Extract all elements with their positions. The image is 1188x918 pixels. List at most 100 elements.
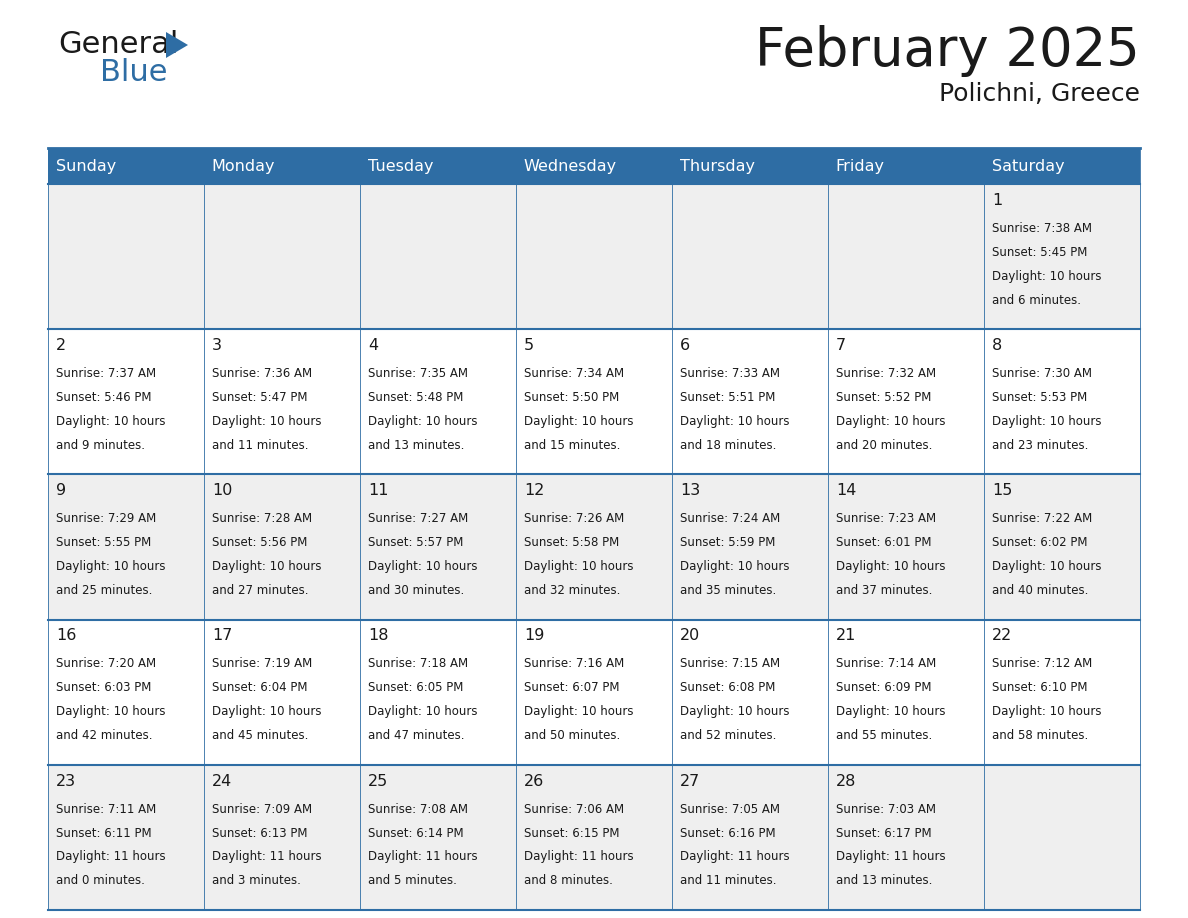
Bar xyxy=(672,620,828,765)
Text: 6: 6 xyxy=(680,338,690,353)
Bar xyxy=(516,148,672,184)
Text: Sunrise: 7:38 AM: Sunrise: 7:38 AM xyxy=(992,222,1092,235)
Bar xyxy=(360,148,516,184)
Bar xyxy=(828,620,984,765)
Text: 18: 18 xyxy=(368,628,388,644)
Text: Daylight: 10 hours: Daylight: 10 hours xyxy=(524,415,633,428)
Text: Sunrise: 7:37 AM: Sunrise: 7:37 AM xyxy=(56,367,156,380)
Text: 22: 22 xyxy=(992,628,1012,644)
Bar xyxy=(360,620,516,765)
Text: Sunset: 6:09 PM: Sunset: 6:09 PM xyxy=(836,681,931,694)
Text: and 9 minutes.: and 9 minutes. xyxy=(56,439,145,452)
Text: Sunset: 6:08 PM: Sunset: 6:08 PM xyxy=(680,681,776,694)
Text: Sunset: 5:59 PM: Sunset: 5:59 PM xyxy=(680,536,776,549)
Text: 23: 23 xyxy=(56,774,76,789)
Bar xyxy=(48,184,204,330)
Bar xyxy=(516,620,672,765)
Text: Sunrise: 7:23 AM: Sunrise: 7:23 AM xyxy=(836,512,936,525)
Text: Sunset: 5:55 PM: Sunset: 5:55 PM xyxy=(56,536,151,549)
Text: Sunset: 6:05 PM: Sunset: 6:05 PM xyxy=(368,681,463,694)
Text: Sunset: 6:10 PM: Sunset: 6:10 PM xyxy=(992,681,1087,694)
Bar xyxy=(828,148,984,184)
Bar xyxy=(984,184,1140,330)
Bar xyxy=(48,330,204,475)
Text: and 6 minutes.: and 6 minutes. xyxy=(992,294,1081,307)
Text: Sunrise: 7:27 AM: Sunrise: 7:27 AM xyxy=(368,512,468,525)
Text: and 18 minutes.: and 18 minutes. xyxy=(680,439,776,452)
Text: 27: 27 xyxy=(680,774,700,789)
Text: Blue: Blue xyxy=(100,58,168,87)
Text: Sunrise: 7:11 AM: Sunrise: 7:11 AM xyxy=(56,802,156,815)
Text: and 30 minutes.: and 30 minutes. xyxy=(368,584,465,597)
Text: Daylight: 10 hours: Daylight: 10 hours xyxy=(680,705,789,718)
Text: Daylight: 10 hours: Daylight: 10 hours xyxy=(211,415,321,428)
Text: Sunrise: 7:34 AM: Sunrise: 7:34 AM xyxy=(524,367,624,380)
Text: and 55 minutes.: and 55 minutes. xyxy=(836,729,933,743)
Text: Sunset: 5:52 PM: Sunset: 5:52 PM xyxy=(836,391,931,404)
Text: Sunset: 5:56 PM: Sunset: 5:56 PM xyxy=(211,536,308,549)
Text: Daylight: 10 hours: Daylight: 10 hours xyxy=(368,705,478,718)
Text: 26: 26 xyxy=(524,774,544,789)
Text: Wednesday: Wednesday xyxy=(524,159,617,174)
Bar xyxy=(672,330,828,475)
Bar xyxy=(984,148,1140,184)
Text: and 27 minutes.: and 27 minutes. xyxy=(211,584,309,597)
Text: Sunset: 6:11 PM: Sunset: 6:11 PM xyxy=(56,826,151,839)
Text: Daylight: 11 hours: Daylight: 11 hours xyxy=(836,850,946,864)
Text: Sunrise: 7:24 AM: Sunrise: 7:24 AM xyxy=(680,512,781,525)
Text: Daylight: 10 hours: Daylight: 10 hours xyxy=(992,560,1101,573)
Bar xyxy=(672,148,828,184)
Text: Daylight: 11 hours: Daylight: 11 hours xyxy=(211,850,322,864)
Text: and 20 minutes.: and 20 minutes. xyxy=(836,439,933,452)
Text: Sunrise: 7:30 AM: Sunrise: 7:30 AM xyxy=(992,367,1092,380)
Text: Daylight: 10 hours: Daylight: 10 hours xyxy=(56,560,165,573)
Text: and 58 minutes.: and 58 minutes. xyxy=(992,729,1088,743)
Text: Polichni, Greece: Polichni, Greece xyxy=(939,82,1140,106)
Text: and 47 minutes.: and 47 minutes. xyxy=(368,729,465,743)
Text: Daylight: 10 hours: Daylight: 10 hours xyxy=(524,705,633,718)
Text: Sunset: 6:14 PM: Sunset: 6:14 PM xyxy=(368,826,463,839)
Bar xyxy=(360,475,516,620)
Bar xyxy=(672,184,828,330)
Bar xyxy=(984,475,1140,620)
Bar xyxy=(48,475,204,620)
Bar xyxy=(204,765,360,910)
Bar xyxy=(828,184,984,330)
Text: Sunset: 6:04 PM: Sunset: 6:04 PM xyxy=(211,681,308,694)
Text: Sunrise: 7:26 AM: Sunrise: 7:26 AM xyxy=(524,512,624,525)
Text: 19: 19 xyxy=(524,628,544,644)
Text: Sunset: 6:15 PM: Sunset: 6:15 PM xyxy=(524,826,619,839)
Text: Sunrise: 7:08 AM: Sunrise: 7:08 AM xyxy=(368,802,468,815)
Text: 10: 10 xyxy=(211,483,232,498)
Text: and 3 minutes.: and 3 minutes. xyxy=(211,875,301,888)
Text: Sunset: 5:46 PM: Sunset: 5:46 PM xyxy=(56,391,151,404)
Text: and 50 minutes.: and 50 minutes. xyxy=(524,729,620,743)
Bar xyxy=(672,765,828,910)
Text: Sunrise: 7:19 AM: Sunrise: 7:19 AM xyxy=(211,657,312,670)
Text: 12: 12 xyxy=(524,483,544,498)
Text: and 15 minutes.: and 15 minutes. xyxy=(524,439,620,452)
Text: 5: 5 xyxy=(524,338,533,353)
Text: Sunset: 6:01 PM: Sunset: 6:01 PM xyxy=(836,536,931,549)
Text: 1: 1 xyxy=(992,193,1001,207)
Text: Daylight: 10 hours: Daylight: 10 hours xyxy=(992,270,1101,283)
Text: Sunset: 6:02 PM: Sunset: 6:02 PM xyxy=(992,536,1087,549)
Text: 8: 8 xyxy=(992,338,1001,353)
Text: and 11 minutes.: and 11 minutes. xyxy=(680,875,776,888)
Text: and 40 minutes.: and 40 minutes. xyxy=(992,584,1088,597)
Bar xyxy=(516,475,672,620)
Text: Daylight: 10 hours: Daylight: 10 hours xyxy=(368,415,478,428)
Text: Sunset: 5:53 PM: Sunset: 5:53 PM xyxy=(992,391,1087,404)
Text: Sunrise: 7:32 AM: Sunrise: 7:32 AM xyxy=(836,367,936,380)
Text: Daylight: 10 hours: Daylight: 10 hours xyxy=(992,415,1101,428)
Text: Sunrise: 7:14 AM: Sunrise: 7:14 AM xyxy=(836,657,936,670)
Bar xyxy=(516,330,672,475)
Text: Sunrise: 7:05 AM: Sunrise: 7:05 AM xyxy=(680,802,779,815)
Text: 28: 28 xyxy=(836,774,857,789)
Text: 7: 7 xyxy=(836,338,846,353)
Text: and 13 minutes.: and 13 minutes. xyxy=(836,875,933,888)
Text: Daylight: 10 hours: Daylight: 10 hours xyxy=(680,560,789,573)
Text: General: General xyxy=(58,30,178,59)
Text: Daylight: 10 hours: Daylight: 10 hours xyxy=(836,415,946,428)
Text: 16: 16 xyxy=(56,628,76,644)
